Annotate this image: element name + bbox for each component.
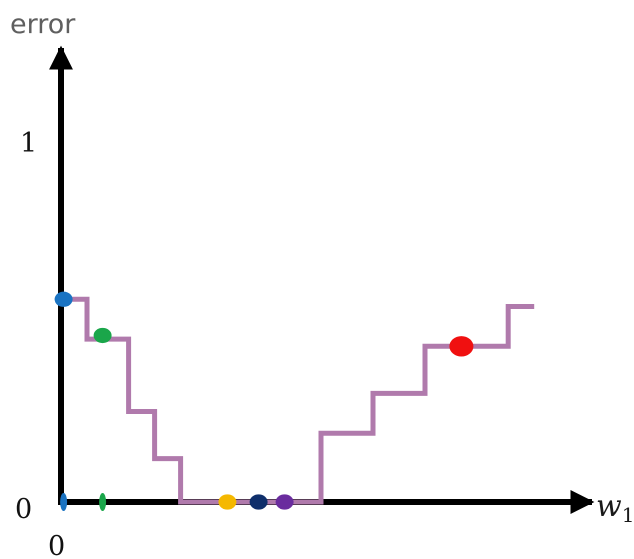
data-point-1 [93, 327, 112, 344]
data-point-3 [249, 494, 268, 510]
series-line-0 [61, 296, 535, 505]
axis-tick-mark-0 [60, 493, 68, 511]
y-tick-label-1: 1 [20, 128, 37, 159]
x-tick-label-0: 0 [48, 531, 65, 559]
series-layer [61, 296, 535, 505]
axis-tick-mark-1 [99, 493, 107, 511]
axis-ticks-layer [60, 493, 107, 511]
points-layer [54, 291, 474, 510]
data-point-2 [218, 494, 237, 510]
y-axis-label: error [10, 9, 76, 40]
x-axis-label-sub: 1 [622, 503, 634, 527]
y-tick-label-0: 0 [15, 494, 32, 525]
x-axis-label: w1 [596, 489, 634, 527]
data-point-4 [275, 494, 294, 510]
data-point-0 [54, 291, 73, 307]
data-point-5 [449, 336, 474, 357]
x-axis-label-main: w [596, 489, 622, 524]
